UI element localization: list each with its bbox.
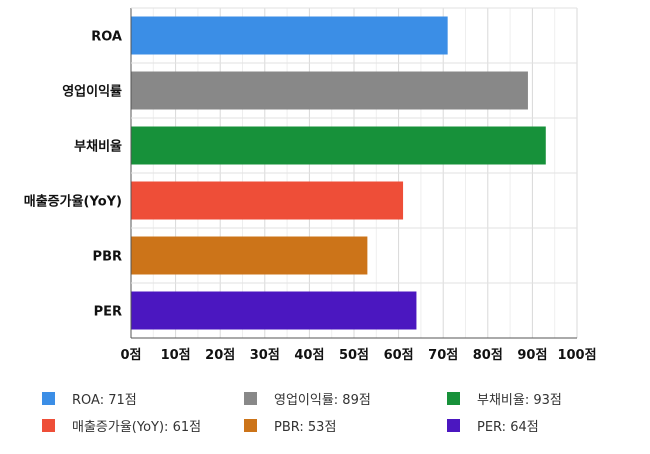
- legend-label: ROA: 71점: [72, 393, 137, 408]
- x-tick-label: 50점: [339, 348, 369, 363]
- x-tick-label: 100점: [557, 348, 596, 363]
- legend-label: PBR: 53점: [274, 420, 336, 435]
- bar-0: [131, 16, 448, 55]
- x-tick-label: 30점: [250, 348, 280, 363]
- x-tick-label: 10점: [161, 348, 191, 363]
- x-tick-label: 90점: [517, 348, 547, 363]
- bar-2: [131, 126, 546, 165]
- legend-label: 부채비율: 93점: [477, 393, 562, 408]
- legend-label: 매출증가율(YoY): 61점: [72, 420, 201, 435]
- category-label: ROA: [91, 30, 122, 45]
- bars: [131, 16, 546, 330]
- x-tick-label: 20점: [205, 348, 235, 363]
- bar-4: [131, 236, 368, 275]
- bar-1: [131, 71, 528, 110]
- legend-swatch: [42, 392, 55, 405]
- category-label: PBR: [93, 250, 122, 265]
- legend-swatch: [244, 392, 257, 405]
- legend-swatch: [42, 419, 55, 432]
- grid: [130, 7, 578, 339]
- x-tick-labels: 0점 10점 20점 30점 40점 50점 60점 70점 80점 90점 100점: [120, 348, 596, 363]
- category-label: PER: [94, 305, 122, 320]
- x-tick-label: 40점: [294, 348, 324, 363]
- legend-swatch: [447, 392, 460, 405]
- legend-label: 영업이익률: 89점: [274, 393, 371, 408]
- x-tick-label: 80점: [473, 348, 503, 363]
- x-tick-label: 70점: [428, 348, 458, 363]
- x-tick-label: 60점: [384, 348, 414, 363]
- bar-3: [131, 181, 404, 220]
- bar-5: [131, 291, 417, 330]
- category-label: 영업이익률: [62, 84, 122, 100]
- legend-swatch: [244, 419, 257, 432]
- category-label: 매출증가율(YoY): [24, 194, 122, 210]
- category-label: 부채비율: [74, 139, 122, 155]
- x-tick-label: 0점: [120, 348, 141, 363]
- legend-label: PER: 64점: [477, 420, 539, 435]
- legend-swatch: [447, 419, 460, 432]
